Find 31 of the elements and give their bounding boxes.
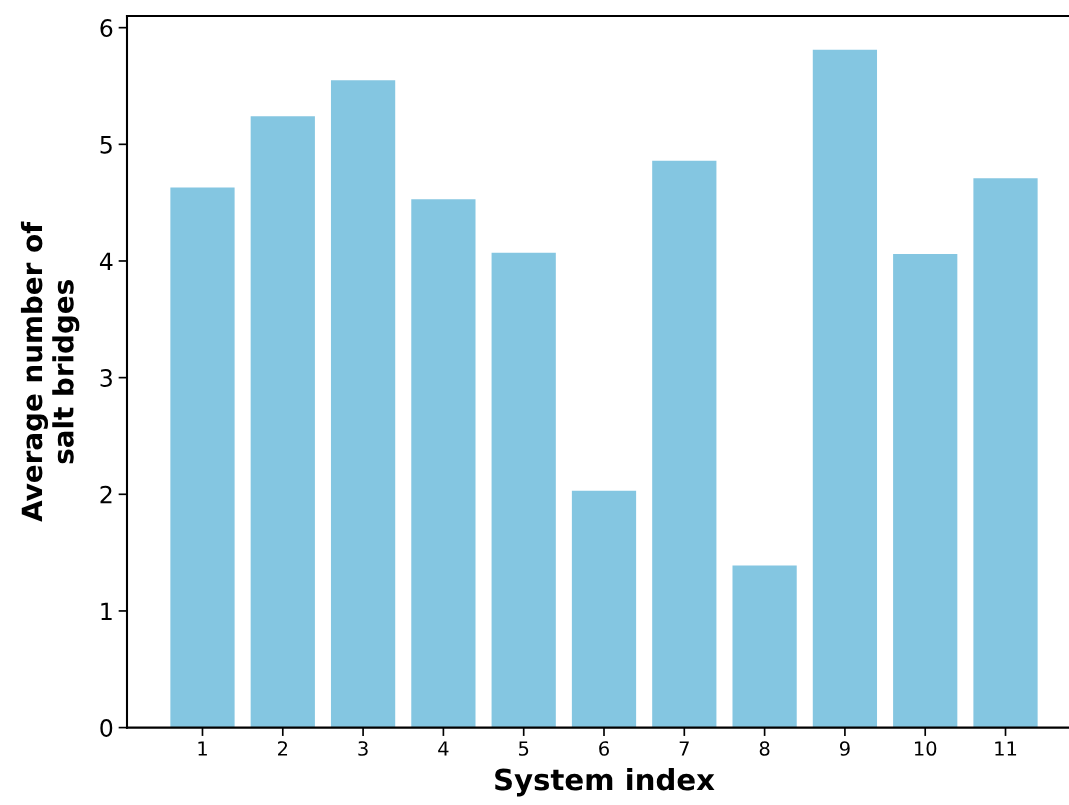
y-tick-label: 6 [100, 19, 113, 37]
y-axis-title: Average number of salt bridges [20, 221, 80, 522]
x-tick-label: 7 [679, 741, 689, 756]
x-tick-label: 5 [519, 741, 529, 756]
y-tick-label: 1 [101, 602, 112, 620]
bar [411, 199, 476, 728]
bar [652, 160, 717, 728]
y-tick-label: 0 [100, 719, 113, 737]
x-axis-title: System index [495, 767, 715, 797]
y-tick-label: 5 [100, 136, 112, 154]
y-tick-label: 2 [100, 485, 112, 504]
x-tick-label: 2 [278, 741, 288, 756]
bar [973, 178, 1038, 728]
bar [732, 565, 797, 728]
bar [812, 49, 878, 728]
bar [170, 187, 235, 728]
x-tick-label: 4 [438, 741, 449, 756]
x-tick-label: 3 [358, 741, 368, 756]
y-tick-label: 3 [100, 369, 112, 387]
x-tick-label: 11 [995, 741, 1017, 756]
y-tick-label: 4 [99, 252, 113, 270]
x-tick-label: 1 [198, 741, 207, 756]
x-tick-label: 10 [914, 741, 937, 756]
bar [250, 116, 315, 728]
bar [491, 252, 556, 728]
bar [893, 253, 958, 728]
x-tick-label: 8 [759, 741, 770, 756]
x-tick-label: 9 [839, 741, 850, 756]
bar [571, 490, 637, 728]
bar [330, 80, 396, 728]
x-tick-label: 6 [599, 741, 609, 756]
